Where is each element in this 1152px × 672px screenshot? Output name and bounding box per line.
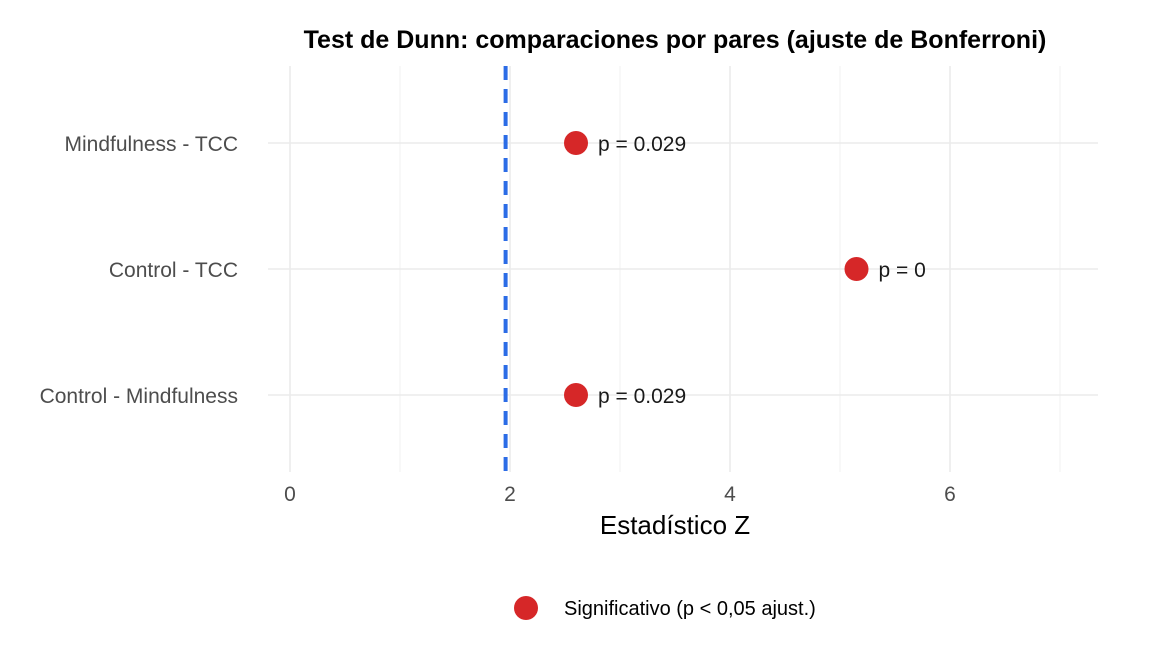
x-tick-label: 2 xyxy=(504,483,516,506)
x-axis-label: Estadístico Z xyxy=(600,510,750,540)
x-tick-label: 6 xyxy=(944,483,956,506)
y-tick-label: Control - TCC xyxy=(109,259,238,282)
points-layer: p = 0.029 p = 0 p = 0.029 xyxy=(564,131,926,408)
legend-marker xyxy=(514,596,538,620)
y-tick-labels: Mindfulness - TCC Control - TCC Control - … xyxy=(40,133,238,408)
legend: Significativo (p < 0,05 ajust.) xyxy=(514,596,816,620)
x-tick-labels: 0 2 4 6 xyxy=(284,483,956,506)
data-point xyxy=(564,383,588,407)
p-value-label: p = 0.029 xyxy=(598,385,686,408)
p-value-label: p = 0 xyxy=(879,259,926,282)
p-value-label: p = 0.029 xyxy=(598,133,686,156)
grid-layer xyxy=(268,66,1098,472)
y-tick-label: Mindfulness - TCC xyxy=(65,133,239,156)
data-point xyxy=(844,257,869,281)
data-point xyxy=(564,131,588,155)
chart-title: Test de Dunn: comparaciones por pares (a… xyxy=(304,26,1047,54)
x-tick-label: 0 xyxy=(284,483,296,506)
x-tick-label: 4 xyxy=(724,483,736,506)
y-tick-label: Control - Mindfulness xyxy=(40,385,238,408)
legend-label: Significativo (p < 0,05 ajust.) xyxy=(564,598,816,620)
